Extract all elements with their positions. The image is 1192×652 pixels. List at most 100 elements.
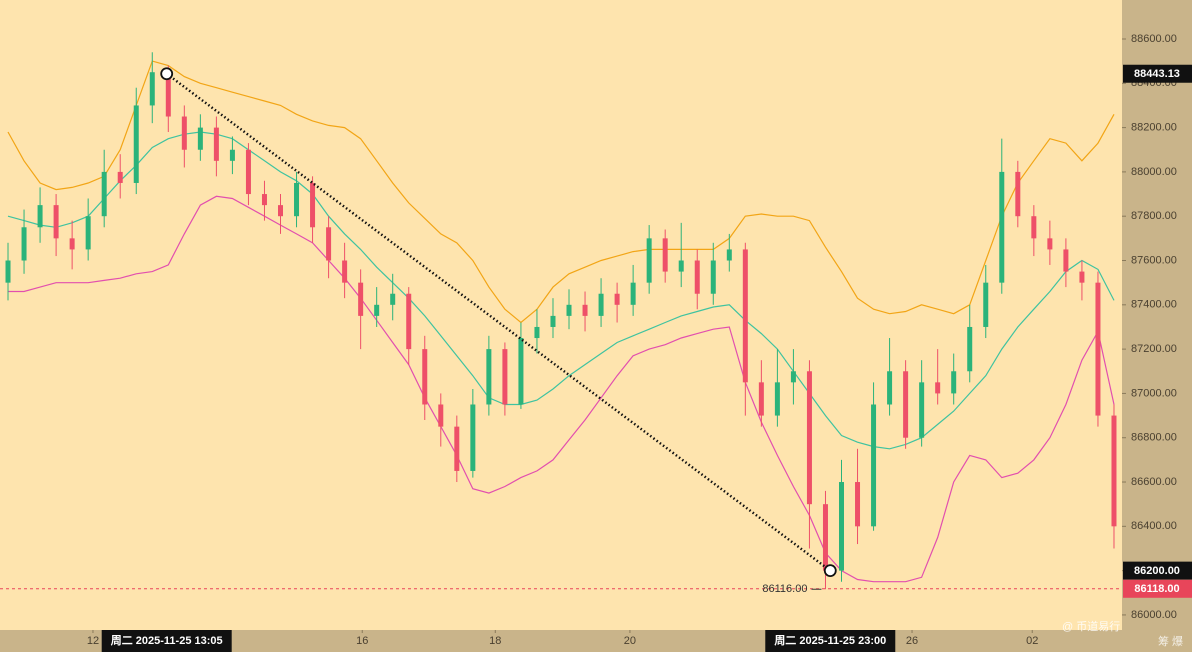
candle-body [165, 72, 171, 117]
candle-body [21, 227, 27, 261]
plot-background [0, 0, 1122, 630]
candle-body [53, 205, 59, 239]
y-tick-label: 88000.00 [1131, 166, 1177, 178]
candle-body [197, 127, 203, 150]
y-tick-label: 88600.00 [1131, 33, 1177, 45]
candle-body [582, 304, 588, 316]
candle-body [342, 260, 348, 283]
x-tick-label: 12 [87, 635, 99, 647]
candle-body [1095, 282, 1101, 416]
x-tick-label: 18 [489, 635, 501, 647]
candle-body [790, 371, 796, 383]
candle-body [903, 371, 909, 438]
price-label-box [1123, 561, 1192, 580]
candle-body [374, 304, 380, 316]
candle-body [951, 371, 957, 394]
candle-body [550, 315, 556, 327]
candle-body [742, 249, 748, 383]
time-label-box [765, 630, 896, 652]
candle-body [69, 238, 75, 250]
candle-body [406, 293, 412, 350]
candle-body [294, 182, 300, 217]
candle-body [502, 349, 508, 405]
candle-body [919, 382, 925, 438]
band-line [8, 195, 1115, 583]
candle-body [999, 171, 1005, 283]
candle-body [967, 326, 973, 372]
candle-body [117, 171, 123, 183]
corner-text: 筹 爆 [1158, 634, 1183, 648]
candle-body [37, 205, 43, 228]
candle-body [839, 482, 844, 571]
candle-body [646, 238, 652, 283]
candle-body [871, 404, 877, 527]
candle-body [1079, 271, 1085, 283]
candle-body [534, 326, 540, 339]
candle-body [855, 482, 861, 527]
candle-body [758, 382, 764, 416]
x-tick-label: 16 [356, 635, 368, 647]
candle-body [806, 371, 812, 505]
candle-body [518, 338, 524, 405]
candle-body [1063, 249, 1069, 272]
candle-body [326, 227, 332, 261]
candle-body [85, 216, 91, 250]
y-tick-label: 86800.00 [1131, 432, 1177, 444]
watermark: @ 币道易行 [1062, 619, 1120, 633]
candle-body [438, 404, 444, 427]
candle-body [133, 105, 139, 183]
y-tick-label: 86600.00 [1131, 476, 1177, 488]
candle-body [694, 260, 700, 294]
price-label: 86200.00 [1134, 565, 1180, 577]
candle-body [1015, 171, 1021, 217]
candle-body [887, 371, 893, 405]
price-label: 88443.13 [1134, 68, 1180, 80]
time-label-box [101, 630, 232, 652]
x-tick-label: 20 [624, 635, 636, 647]
candle-body [454, 426, 460, 471]
candle-body [229, 149, 235, 161]
trend-handle [823, 564, 837, 578]
candle-body [710, 260, 716, 294]
candle-body [278, 205, 283, 217]
y-tick-label: 86400.00 [1131, 520, 1177, 532]
candle-body [149, 72, 155, 106]
candle-body [470, 404, 476, 471]
candle-body [614, 293, 620, 305]
candle-body [486, 349, 492, 405]
band-line [7, 131, 1115, 450]
candle-body [1111, 415, 1117, 527]
candle-body [630, 282, 636, 305]
y-tick-label: 87600.00 [1131, 254, 1177, 266]
x-tick-label: 26 [906, 635, 918, 647]
y-tick-label: 87200.00 [1131, 343, 1177, 355]
candle-body [181, 116, 187, 150]
y-tick-label: 86000.00 [1131, 609, 1177, 621]
candle-body [726, 249, 732, 261]
y-tick-label: 87000.00 [1131, 387, 1177, 399]
candle-body [566, 304, 572, 316]
x-tick-label: 02 [1026, 635, 1038, 647]
time-label: 周二 2025-11-25 23:00 [774, 634, 886, 647]
candle-body [822, 504, 828, 571]
time-label: 周二 2025-11-25 13:05 [111, 634, 223, 647]
candle-body [245, 149, 251, 195]
y-tick-label: 88200.00 [1131, 122, 1177, 134]
candle-body [213, 127, 219, 161]
trend-handle [160, 67, 174, 81]
candle-body [1047, 238, 1053, 250]
price-label: 86118.00 [1134, 583, 1179, 595]
candle-body [261, 194, 267, 206]
candle-body [422, 349, 428, 405]
low-marker-label: 86116.00 [762, 583, 807, 595]
price-label-box [1123, 64, 1192, 83]
candle-body [1031, 216, 1037, 239]
candle-body [662, 238, 668, 272]
candle-body [598, 293, 604, 316]
y-tick-label: 87400.00 [1131, 299, 1177, 311]
candle-body [390, 293, 396, 305]
candle-body [935, 382, 941, 394]
candle-body [774, 382, 780, 416]
candle-body [101, 171, 107, 217]
